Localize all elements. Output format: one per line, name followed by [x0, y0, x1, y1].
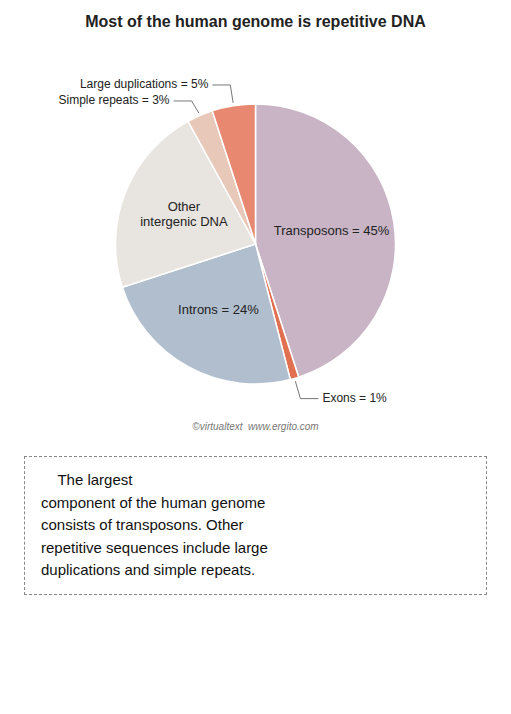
annotation: ©virtualtext www.ergito.com: [192, 421, 318, 432]
pie-slices: [115, 104, 395, 384]
slice-label: Simple repeats = 3%: [58, 93, 169, 107]
caption-line: repetitive sequences include large: [41, 537, 470, 560]
slice-label: Large duplications = 5%: [80, 77, 209, 91]
slice-label: Transposons = 45%: [274, 223, 390, 238]
chart-area: Transposons = 45% Introns = 24% Otherinter…: [0, 44, 511, 444]
chart-title: Most of the human genome is repetitive D…: [0, 0, 511, 44]
caption-line: consists of transposons. Other: [41, 514, 470, 537]
slice-label: Exons = 1%: [322, 391, 387, 405]
leader-line: [295, 381, 318, 398]
caption-line: The largest: [41, 469, 470, 492]
caption-line: component of the human genome: [41, 492, 470, 515]
leader-line: [174, 101, 199, 113]
slice-label: Introns = 24%: [178, 303, 259, 318]
leader-line: [212, 85, 233, 103]
caption-box: The largestcomponent of the human genome…: [24, 456, 487, 595]
pie-labels: Transposons = 45% Introns = 24% Otherinter…: [58, 77, 389, 405]
slice-label: Otherintergenic DNA: [140, 200, 228, 230]
caption-line: duplications and simple repeats.: [41, 559, 470, 582]
